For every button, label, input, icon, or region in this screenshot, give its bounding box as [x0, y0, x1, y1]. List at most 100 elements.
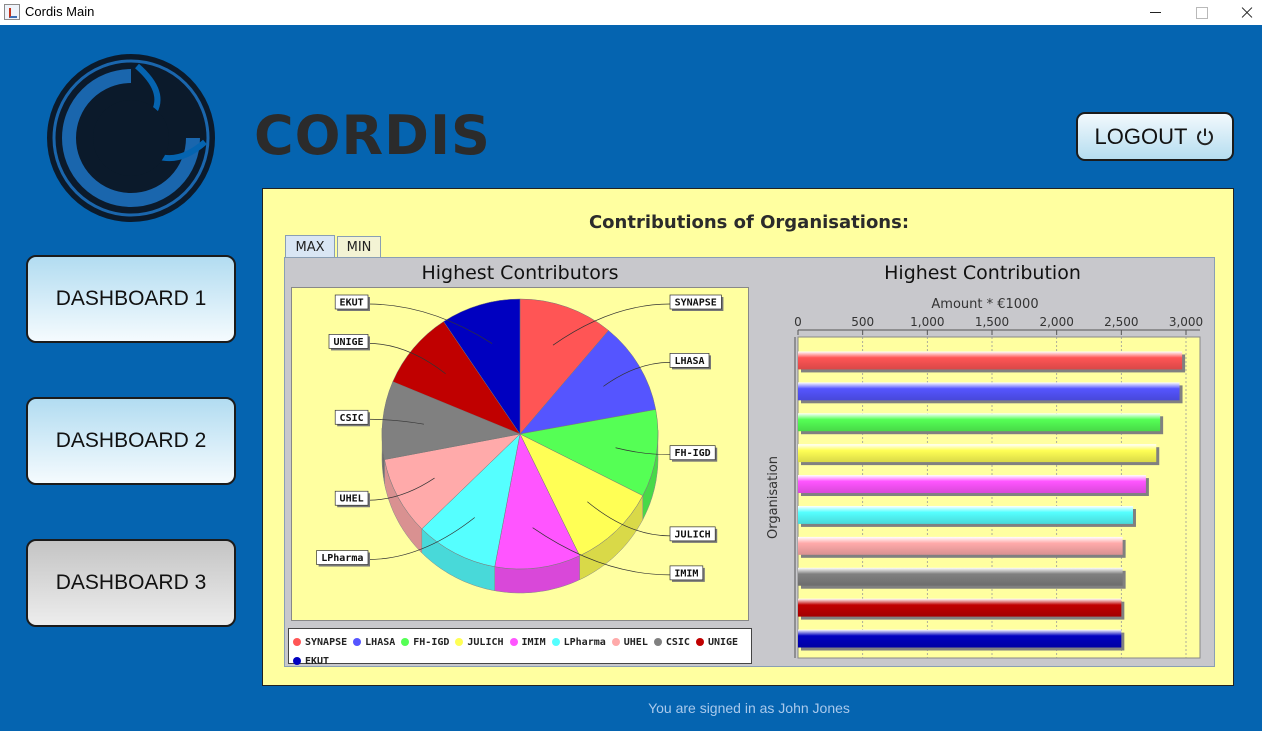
window-titlebar: Cordis Main	[0, 0, 1262, 25]
logout-button[interactable]: LOGOUT	[1076, 112, 1234, 161]
minimize-icon[interactable]	[1132, 0, 1178, 25]
legend-item-synapse: SYNAPSE	[293, 634, 347, 650]
bar-x-tick-label: 2,500	[1104, 315, 1138, 329]
pie-slice-imim[interactable]	[494, 433, 580, 570]
close-icon[interactable]	[1224, 0, 1262, 25]
pie-legend: SYNAPSE LHASA FH-IGD JULICH IMIM LPharma UHEL C…	[288, 628, 752, 667]
legend-swatch-lpharma	[551, 638, 560, 646]
legend-label-csic: CSIC	[665, 636, 690, 648]
pie-slice-fh-igd[interactable]	[519, 409, 659, 496]
pie-label-uhel: UHEL	[340, 494, 364, 505]
contributions-panel: Contributions of Organisations: MAX MIN …	[262, 188, 1234, 686]
legend-swatch-fh-igd	[401, 638, 410, 646]
bar-x-tick-label: 1,000	[910, 315, 944, 329]
legend-item-uhel: UHEL	[611, 634, 648, 650]
pie-slice-synapse[interactable]	[519, 298, 609, 435]
pie-leader-lhasa	[603, 362, 671, 387]
pie-label-synapse: SYNAPSE	[675, 298, 717, 309]
legend-label-lhasa: LHASA	[365, 636, 396, 648]
bar-fh-igd[interactable]	[798, 413, 1161, 432]
tab-max[interactable]: MAX	[285, 235, 335, 258]
bar-lpharma[interactable]	[798, 505, 1133, 524]
pie-leader-synapse	[552, 303, 671, 346]
bar-y-axis-label: Organisation	[766, 456, 781, 539]
bar-unige[interactable]	[798, 598, 1122, 617]
bar-csic[interactable]	[798, 567, 1123, 586]
tab-min[interactable]: MIN	[337, 236, 381, 258]
bar-x-tick-label: 500	[851, 315, 874, 329]
legend-label-imim: IMIM	[521, 636, 546, 648]
maximize-icon[interactable]	[1178, 0, 1224, 25]
bar-uhel[interactable]	[798, 536, 1123, 555]
java-app-icon	[4, 4, 20, 20]
cordis-logo-icon	[47, 54, 215, 222]
pie-label-lpharma: LPharma	[321, 553, 363, 564]
pie-label-box-csic	[334, 409, 369, 425]
pie-label-box-julich	[669, 526, 716, 542]
bar-ekut[interactable]	[798, 629, 1122, 648]
pie-chart-title: Highest Contributors	[421, 262, 619, 284]
logout-label: LOGOUT	[1094, 123, 1188, 149]
legend-label-uhel: UHEL	[623, 636, 648, 648]
pie-label-ekut: EKUT	[340, 298, 364, 309]
pie-label-box-synapse	[669, 294, 722, 310]
pie-label-box-unige	[328, 334, 369, 349]
bar-chart-title: Highest Contribution	[884, 262, 1081, 284]
legend-item-lpharma: LPharma	[551, 634, 606, 650]
bar-x-tick-label: 2,000	[1039, 315, 1073, 329]
legend-swatch-lhasa	[353, 638, 362, 646]
pie-label-box-imim	[669, 565, 704, 581]
legend-label-unige: UNIGE	[707, 636, 739, 648]
pie-slice-lhasa[interactable]	[519, 330, 657, 435]
bar-x-tick-label: 1,500	[975, 315, 1009, 329]
pie-label-box-lpharma	[316, 550, 369, 565]
legend-label-lpharma: LPharma	[563, 636, 606, 648]
bar-x-axis-label: Amount * €1000	[931, 297, 1038, 312]
dashboard-1-button[interactable]: DASHBOARD 1	[26, 255, 236, 343]
pie-leader-lpharma	[367, 517, 475, 560]
legend-swatch-uhel	[611, 638, 620, 646]
pie-leader-uhel	[367, 477, 435, 501]
pie-chart-svg: SYNAPSE LHASA FH-IGD JULICH IMIM LPharma UHEL C…	[316, 294, 724, 594]
bar-lhasa[interactable]	[798, 382, 1180, 401]
legend-item-lhasa: LHASA	[353, 634, 395, 650]
legend-label-fh-igd: FH-IGD	[413, 636, 450, 648]
pie-label-fh-igd: FH-IGD	[675, 448, 711, 459]
pie-slice-lpharma[interactable]	[421, 433, 521, 568]
legend-swatch-imim	[509, 638, 518, 646]
pie-slice-csic[interactable]	[381, 381, 521, 460]
pie-leader-ekut	[367, 303, 493, 344]
pie-label-box-ekut	[334, 294, 369, 310]
pie-label-julich: JULICH	[675, 529, 711, 540]
legend-item-ekut: EKUT	[293, 653, 329, 669]
bar-julich[interactable]	[798, 444, 1157, 463]
pie-label-lhasa: LHASA	[674, 356, 704, 367]
legend-swatch-unige	[695, 638, 704, 646]
pie-label-box-uhel	[334, 490, 369, 506]
power-icon	[1197, 128, 1214, 145]
bar-chart: Amount * €1000 0 500 1,000 1,500 2,000 2,500 3,…	[766, 297, 1203, 659]
pie-slice-julich[interactable]	[519, 433, 644, 557]
bar-imim[interactable]	[798, 475, 1146, 494]
bar-x-tick-label: 0	[794, 315, 802, 329]
pie-label-unige: UNIGE	[333, 337, 363, 348]
pie-leader-imim	[532, 527, 671, 576]
legend-item-fh-igd: FH-IGD	[401, 634, 449, 650]
bar-synapse[interactable]	[798, 351, 1183, 370]
pie-label-box-fh-igd	[669, 445, 716, 461]
legend-swatch-ekut	[293, 657, 301, 665]
legend-item-csic: CSIC	[653, 634, 690, 650]
pie-slice-ekut[interactable]	[443, 298, 521, 435]
pie-slice-unige[interactable]	[392, 321, 521, 435]
dashboard-2-button[interactable]: DASHBOARD 2	[26, 397, 236, 485]
legend-item-unige: UNIGE	[695, 634, 739, 650]
legend-label-ekut: EKUT	[305, 655, 330, 667]
legend-swatch-csic	[653, 638, 662, 646]
dashboard-3-button[interactable]: DASHBOARD 3	[26, 539, 236, 627]
bar-x-tick-label: 3,000	[1169, 315, 1203, 329]
pie-chart: SYNAPSE LHASA FH-IGD JULICH IMIM LPharma UHEL C…	[291, 287, 749, 621]
legend-label-synapse: SYNAPSE	[305, 636, 348, 648]
pie-leader-csic	[367, 418, 424, 425]
legend-item-julich: JULICH	[455, 634, 504, 650]
pie-slice-uhel[interactable]	[384, 433, 521, 530]
